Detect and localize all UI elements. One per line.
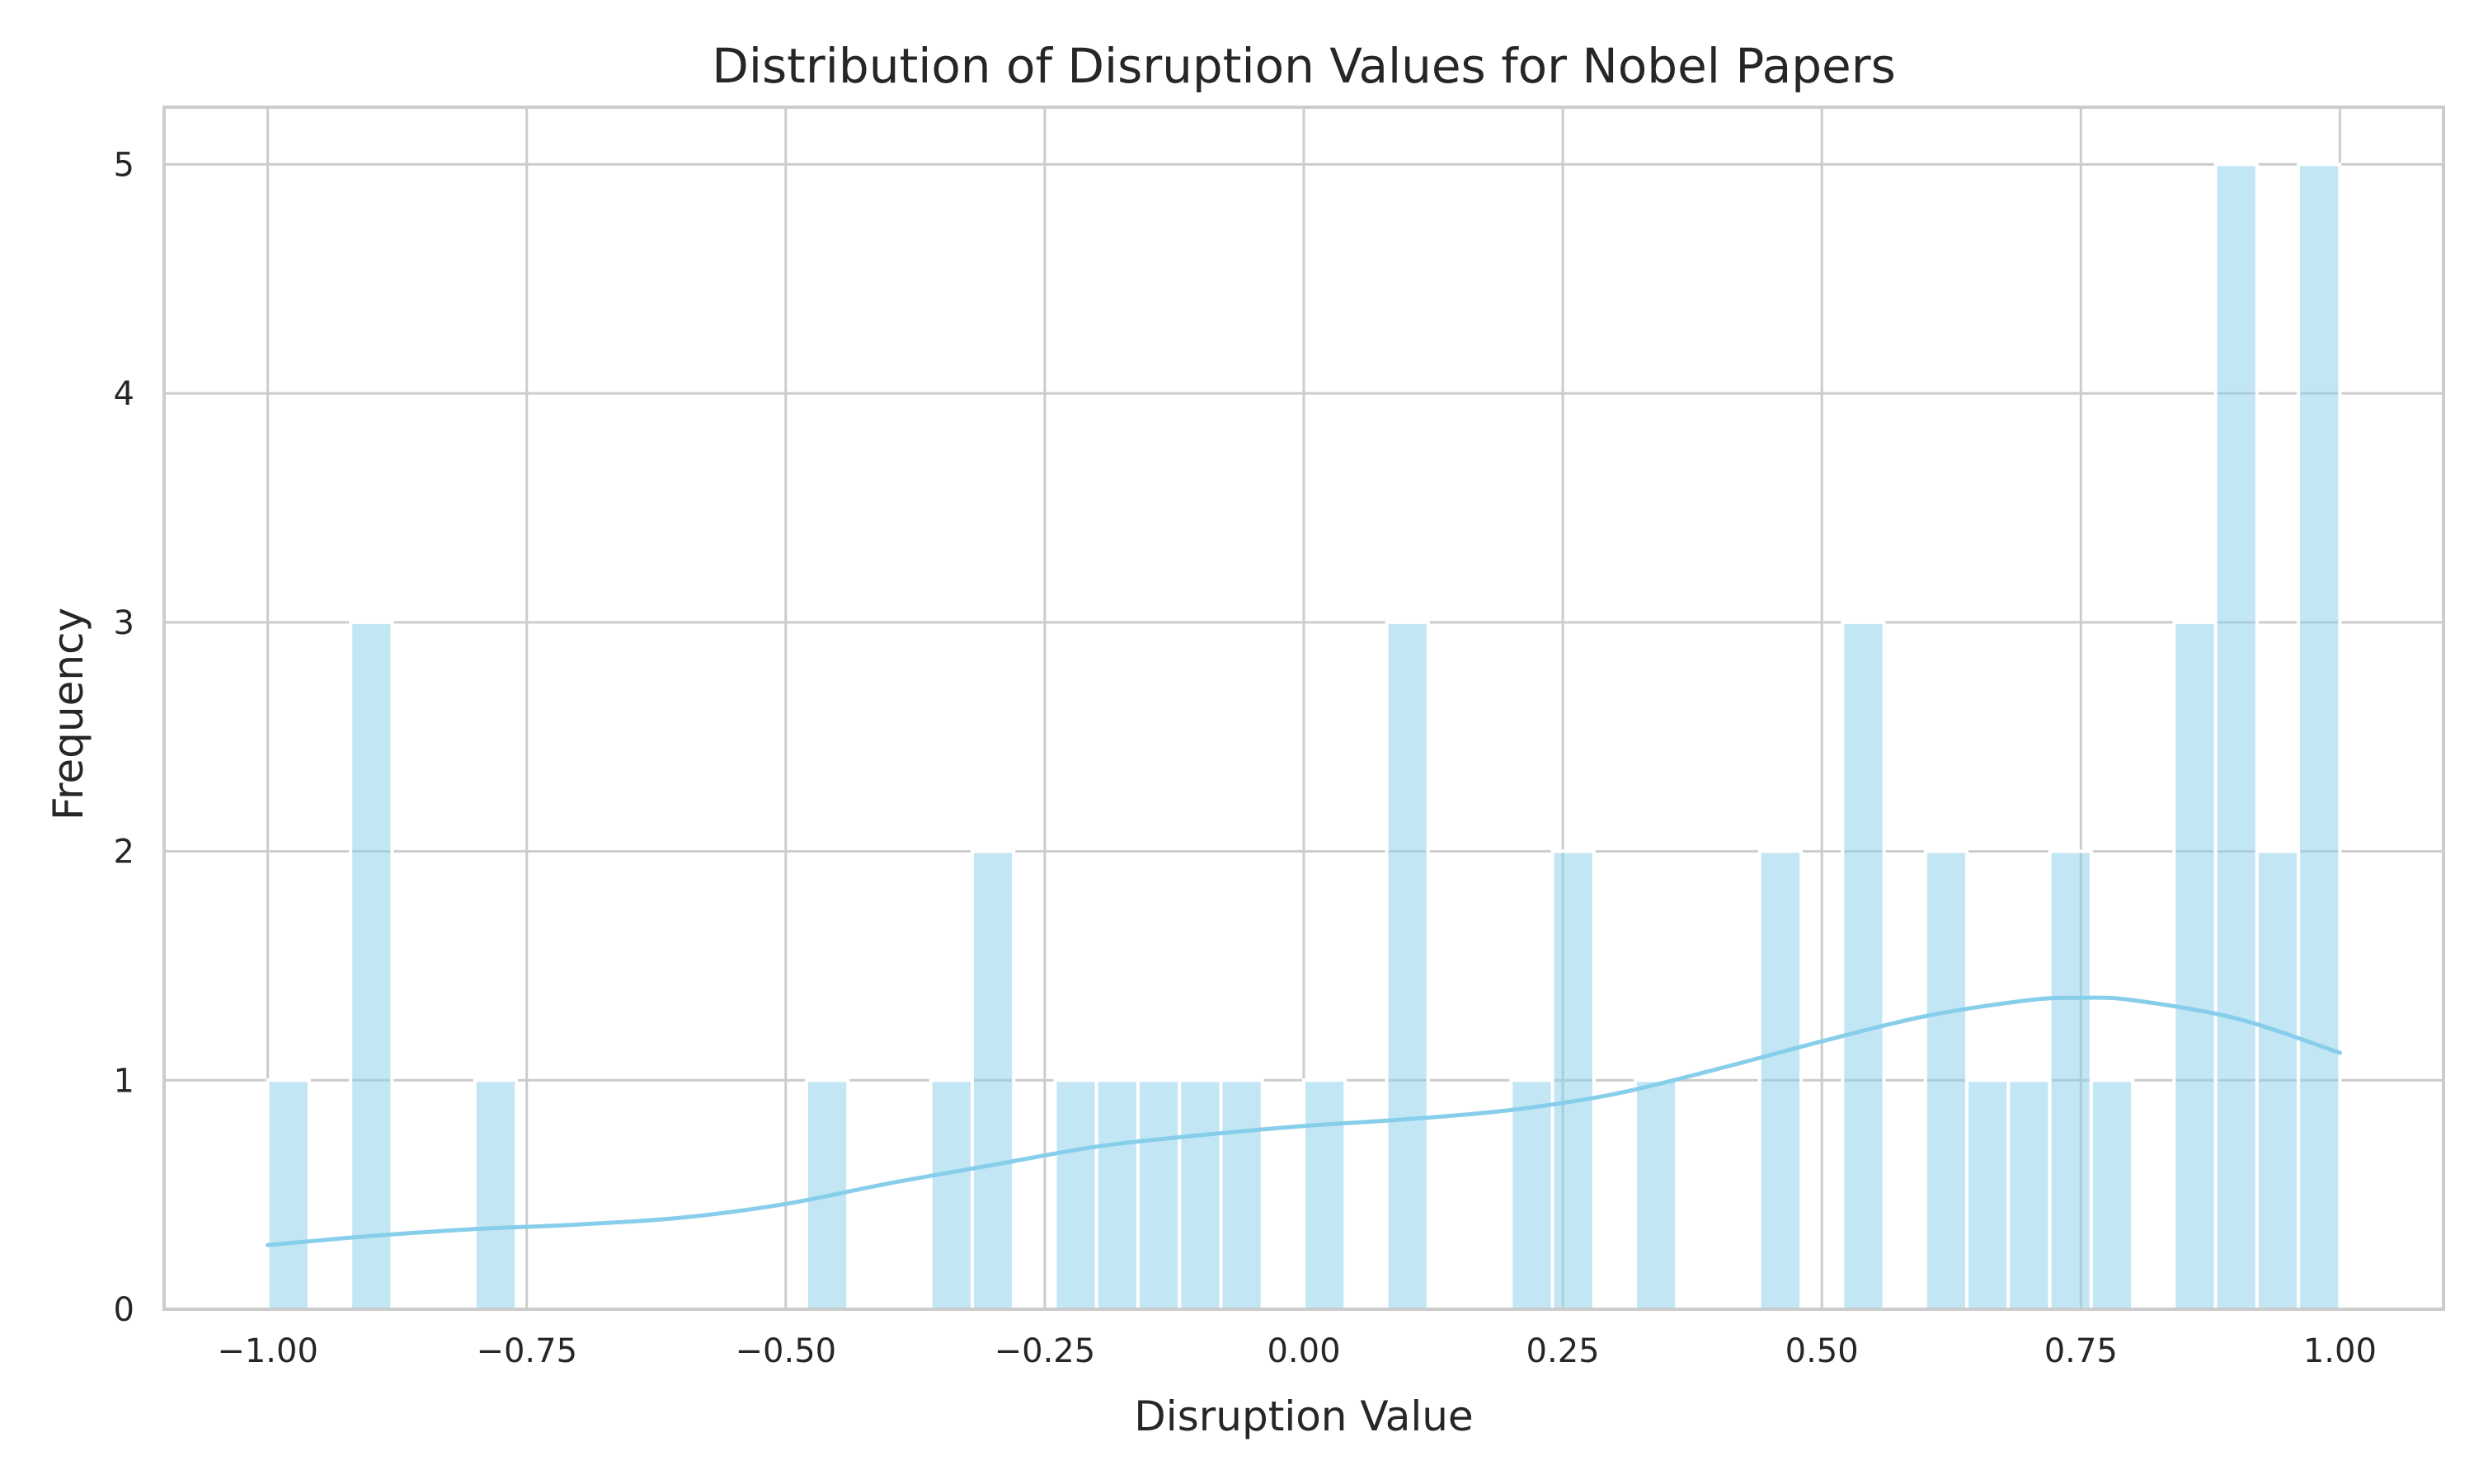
- histogram-bar-6: [1053, 1078, 1098, 1312]
- histogram-bar-23: [2172, 620, 2218, 1311]
- histogram-bar-22: [2089, 1078, 2135, 1312]
- histogram-bar-0: [266, 1078, 311, 1312]
- histogram-bar-11: [1302, 1078, 1348, 1312]
- histogram-bar-10: [1219, 1078, 1264, 1312]
- y-tick-label-1: 1: [114, 1062, 134, 1100]
- y-tick-label-0: 0: [114, 1291, 134, 1329]
- histogram-bar-26: [2297, 162, 2342, 1311]
- histogram-bar-15: [1634, 1078, 1679, 1312]
- tick-labels: −1.00 −0.75 −0.50 −0.25 0.00 0.25 0.50 0.75 1.00…: [114, 146, 2377, 1370]
- histogram-bar-4: [929, 1078, 974, 1312]
- histogram-bar-14: [1550, 849, 1596, 1311]
- x-tick-label-8: 1.00: [2303, 1332, 2377, 1370]
- histogram-bars: [266, 162, 2342, 1312]
- x-tick-label-3: −0.25: [995, 1332, 1096, 1370]
- x-axis-label: Disruption Value: [1134, 1392, 1473, 1440]
- y-axis-label: Frequency: [45, 608, 92, 820]
- histogram-bar-1: [349, 620, 394, 1311]
- histogram-bar-2: [473, 1078, 519, 1312]
- kde-line: [266, 995, 2342, 1247]
- histogram-bar-9: [1178, 1078, 1223, 1312]
- axes-frame: [162, 106, 2445, 1311]
- axes-spines: [162, 106, 2445, 1311]
- x-tick-label-5: 0.25: [1526, 1332, 1600, 1370]
- chart-title: Distribution of Disruption Values for No…: [712, 38, 1896, 94]
- histogram-bar-12: [1385, 620, 1430, 1311]
- histogram-bar-7: [1094, 1078, 1140, 1312]
- histogram-bar-16: [1757, 849, 1804, 1311]
- histogram-bar-13: [1509, 1078, 1554, 1312]
- histogram-bar-18: [1923, 849, 1969, 1311]
- y-tick-label-3: 3: [114, 604, 134, 642]
- x-tick-label-4: 0.00: [1267, 1332, 1340, 1370]
- x-tick-label-2: −0.50: [736, 1332, 837, 1370]
- x-tick-label-0: −1.00: [217, 1332, 318, 1370]
- histogram-bar-5: [970, 849, 1016, 1311]
- histogram-bar-19: [1965, 1078, 2011, 1312]
- y-tick-label-2: 2: [114, 834, 134, 871]
- x-tick-label-7: 0.75: [2044, 1332, 2118, 1370]
- histogram-bar-8: [1136, 1078, 1182, 1312]
- y-tick-label-4: 4: [114, 375, 134, 413]
- histogram-bar-20: [2006, 1078, 2052, 1312]
- x-tick-label-1: −0.75: [476, 1332, 577, 1370]
- x-tick-label-6: 0.50: [1785, 1332, 1859, 1370]
- histogram-bar-17: [1841, 620, 1886, 1311]
- histogram-bar-24: [2213, 162, 2259, 1311]
- histogram-bar-21: [2048, 849, 2093, 1311]
- histogram-bar-25: [2255, 849, 2301, 1311]
- kde-curve-layer: [266, 995, 2342, 1247]
- y-tick-label-5: 5: [114, 146, 134, 184]
